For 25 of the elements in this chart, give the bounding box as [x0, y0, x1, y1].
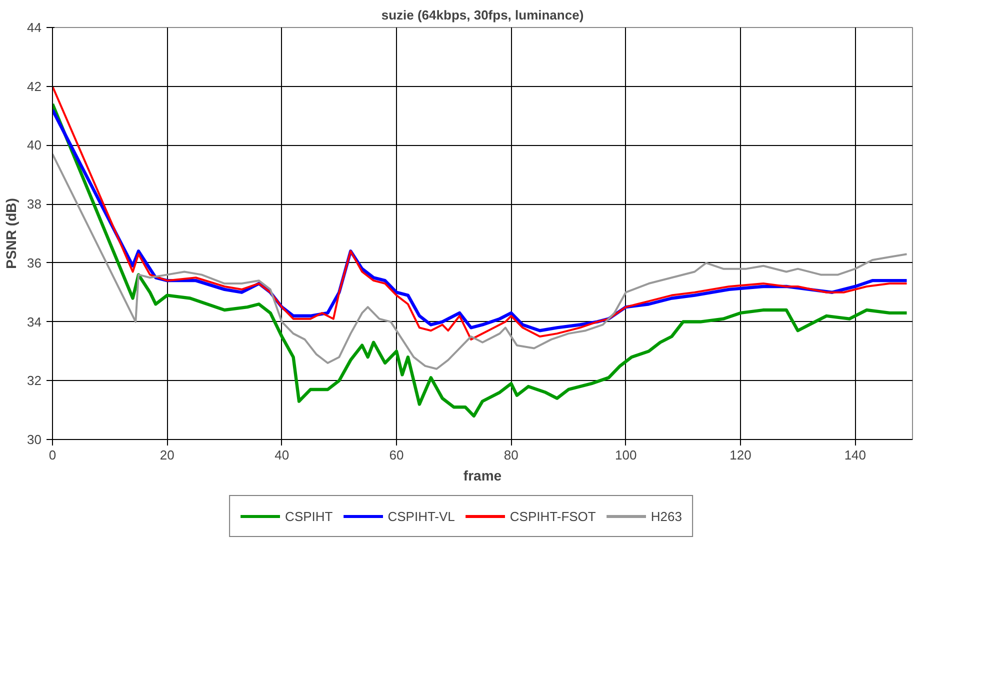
- x-tick-label: 100: [614, 448, 637, 462]
- x-tick-label: 80: [504, 448, 518, 462]
- x-tick-label: 60: [389, 448, 404, 462]
- x-tick-label: 20: [160, 448, 174, 462]
- y-tick-label: 44: [27, 20, 42, 35]
- x-tick-label: 40: [274, 448, 290, 462]
- x-tick-label: 0: [48, 448, 56, 462]
- x-axis-title: frame: [463, 468, 502, 484]
- y-axis-title: PSNR (dB): [3, 198, 20, 269]
- line-series: [52, 102, 908, 418]
- y-tick-label: 40: [27, 138, 42, 153]
- legend-label: CSPIHT-FSOT: [510, 508, 596, 524]
- y-tick-label: 36: [27, 255, 42, 270]
- y-tick-label: 42: [27, 78, 42, 94]
- y-tick-label: 34: [27, 314, 42, 330]
- chart-title: suzie (64kbps, 30fps, luminance): [381, 8, 584, 22]
- y-tick-label: 30: [27, 432, 42, 447]
- y-tick-label: 38: [27, 196, 42, 212]
- x-tick-label: 120: [730, 448, 752, 462]
- legend-label: CSPIHT: [285, 508, 333, 524]
- y-tick-label: 32: [27, 373, 42, 388]
- x-tick-label: 140: [844, 448, 866, 462]
- legend-label: H263: [650, 508, 682, 524]
- legend-label: CSPIHT-VL: [388, 508, 455, 524]
- line-series: [52, 153, 908, 370]
